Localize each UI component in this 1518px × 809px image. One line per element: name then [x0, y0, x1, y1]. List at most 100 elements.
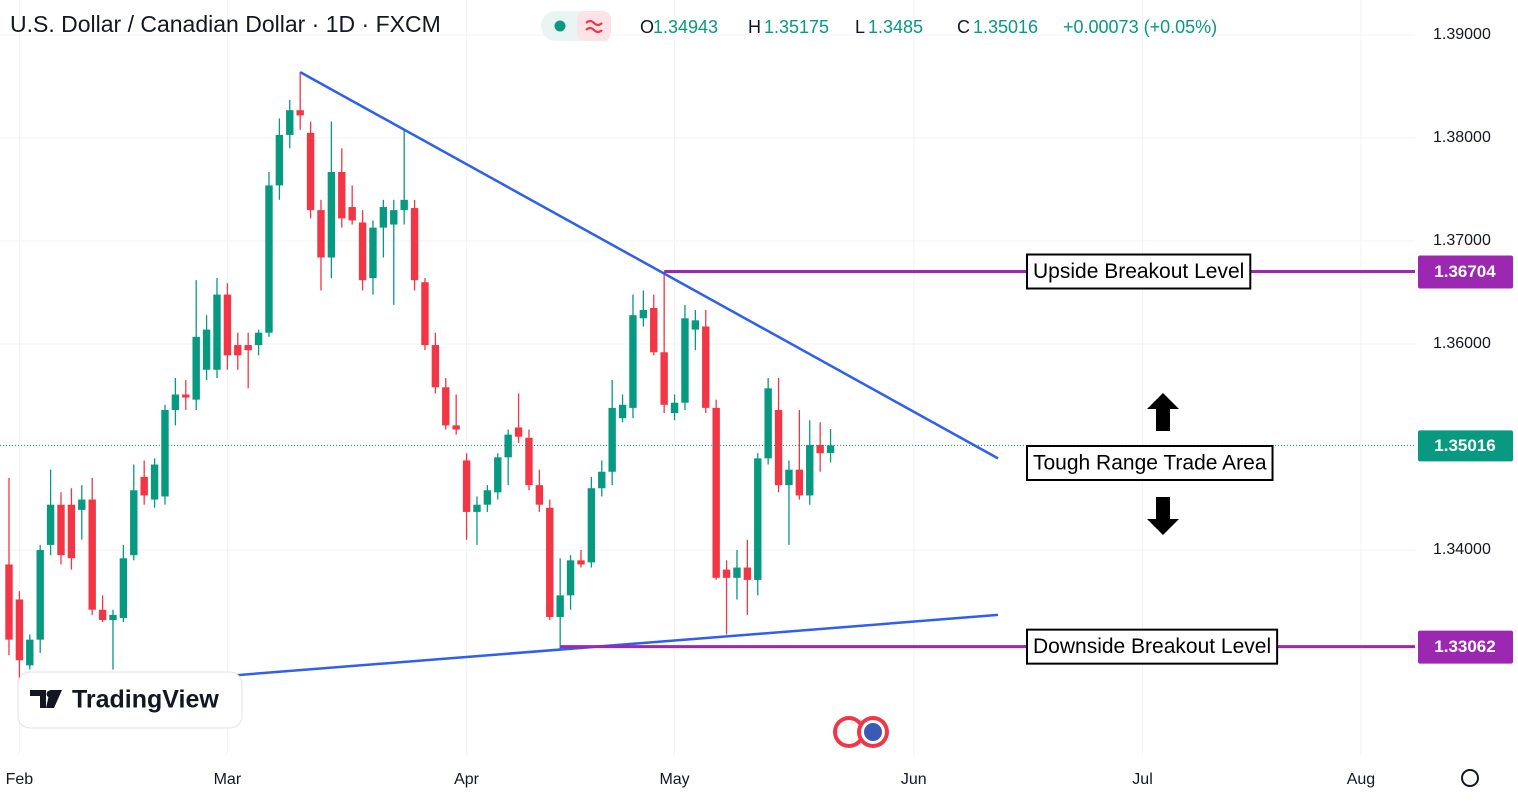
candle-body [67, 504, 76, 559]
candle-body [514, 427, 523, 437]
candle-body [691, 320, 700, 330]
candle-body [182, 394, 190, 398]
flag-icon [864, 723, 882, 741]
candle-body [379, 207, 388, 228]
candle-body [442, 387, 450, 426]
ohlc-value: 1.3485 [868, 17, 923, 37]
candle-body [390, 210, 398, 225]
candle-body [265, 185, 273, 333]
candle-body [161, 409, 169, 497]
candle-body [358, 222, 367, 281]
candle-body [754, 458, 762, 580]
candle-body [764, 388, 772, 459]
candle-body [681, 318, 689, 403]
candle-body [785, 469, 793, 486]
candle-body [826, 445, 835, 453]
candle-body [483, 490, 492, 505]
status-dot [554, 20, 566, 32]
candle-body [462, 460, 471, 512]
candle-body [504, 434, 512, 458]
chart-title: U.S. Dollar / Canadian Dollar · 1D · FXC… [10, 11, 441, 37]
candle-body [618, 404, 627, 419]
candle-body [338, 172, 346, 219]
candle-body [286, 110, 294, 135]
overlay: 1.39000 1.38000 1.37000 1.36000 1.34000 Feb Ma… [0, 26, 1513, 788]
y-tick-label: 1.38000 [1433, 129, 1491, 146]
ohlc-value: 1.34943 [653, 17, 718, 37]
trendline [299, 71, 999, 460]
status-pill-right [577, 11, 611, 41]
brand: TradingView [72, 686, 219, 714]
x-tick-label: Jun [901, 771, 927, 788]
candle-body [650, 307, 658, 353]
candle-body [306, 132, 315, 211]
candle-body [223, 294, 232, 356]
marks [5, 72, 835, 680]
candle-body [795, 469, 804, 496]
candle-body [202, 329, 211, 370]
candle-body [348, 207, 356, 221]
candle-body [78, 499, 86, 510]
candle-body [566, 560, 575, 596]
level-tag [1418, 255, 1513, 289]
candle-body [546, 507, 554, 617]
candle-body [702, 326, 710, 408]
x-tick-label: Feb [6, 771, 34, 788]
level-label: Downside Breakout Level [1033, 635, 1271, 658]
candle-body [88, 499, 96, 610]
x-tick-label: Apr [454, 771, 480, 788]
candle-body [722, 569, 731, 578]
y-tick-label: 1.36000 [1433, 335, 1491, 352]
candle-body [150, 464, 159, 500]
y-tick-label: 1.39000 [1433, 26, 1491, 43]
candle-body [140, 476, 148, 496]
candle-body [670, 402, 679, 414]
candle-body [254, 332, 263, 346]
candle-body [660, 352, 668, 405]
x-tick-label: Aug [1347, 771, 1375, 788]
candle-body [587, 488, 596, 563]
level-tag-label: 1.33062 [1434, 637, 1495, 656]
candle-body [244, 345, 252, 351]
status-icon [585, 19, 603, 34]
y-tick-label: 1.34000 [1433, 541, 1491, 558]
candle-body [119, 558, 128, 619]
candle-body [712, 407, 720, 578]
candle-body [598, 471, 606, 489]
candle-body [296, 110, 304, 116]
brand-logo-dot [46, 690, 54, 698]
candle-body [192, 336, 200, 400]
candle-body [743, 567, 752, 580]
candle-body [369, 227, 377, 279]
candle-body [577, 560, 585, 565]
ohlc-label: C [957, 17, 970, 37]
candle-body [806, 444, 814, 496]
candle-body [234, 345, 242, 356]
candle-body [130, 490, 138, 556]
ohlc-label: L [855, 17, 865, 37]
candle-body [109, 614, 117, 621]
candle-body [431, 345, 440, 388]
ohlc-value: 1.35016 [973, 17, 1038, 37]
x-tick-label: Jul [1132, 771, 1152, 788]
candle-body [15, 599, 24, 661]
x-tick-label: May [659, 771, 689, 788]
y-tick-label: 1.37000 [1433, 232, 1491, 249]
brand-logo [30, 690, 62, 708]
candle-body [57, 504, 65, 556]
candle-body [816, 444, 824, 454]
candle-body [774, 409, 783, 486]
candle-body [525, 437, 533, 486]
candle-body [317, 210, 325, 258]
candle-body [26, 639, 34, 666]
candle-body [213, 294, 221, 370]
brand-box [17, 671, 243, 729]
candle-body [556, 595, 564, 617]
candle-body [452, 425, 460, 430]
level-label: Upside Breakout Level [1033, 260, 1244, 283]
up-arrow [1147, 393, 1179, 431]
ohlc-label: O [640, 17, 654, 37]
settings-icon[interactable] [1461, 769, 1479, 787]
candle-body [494, 457, 502, 493]
